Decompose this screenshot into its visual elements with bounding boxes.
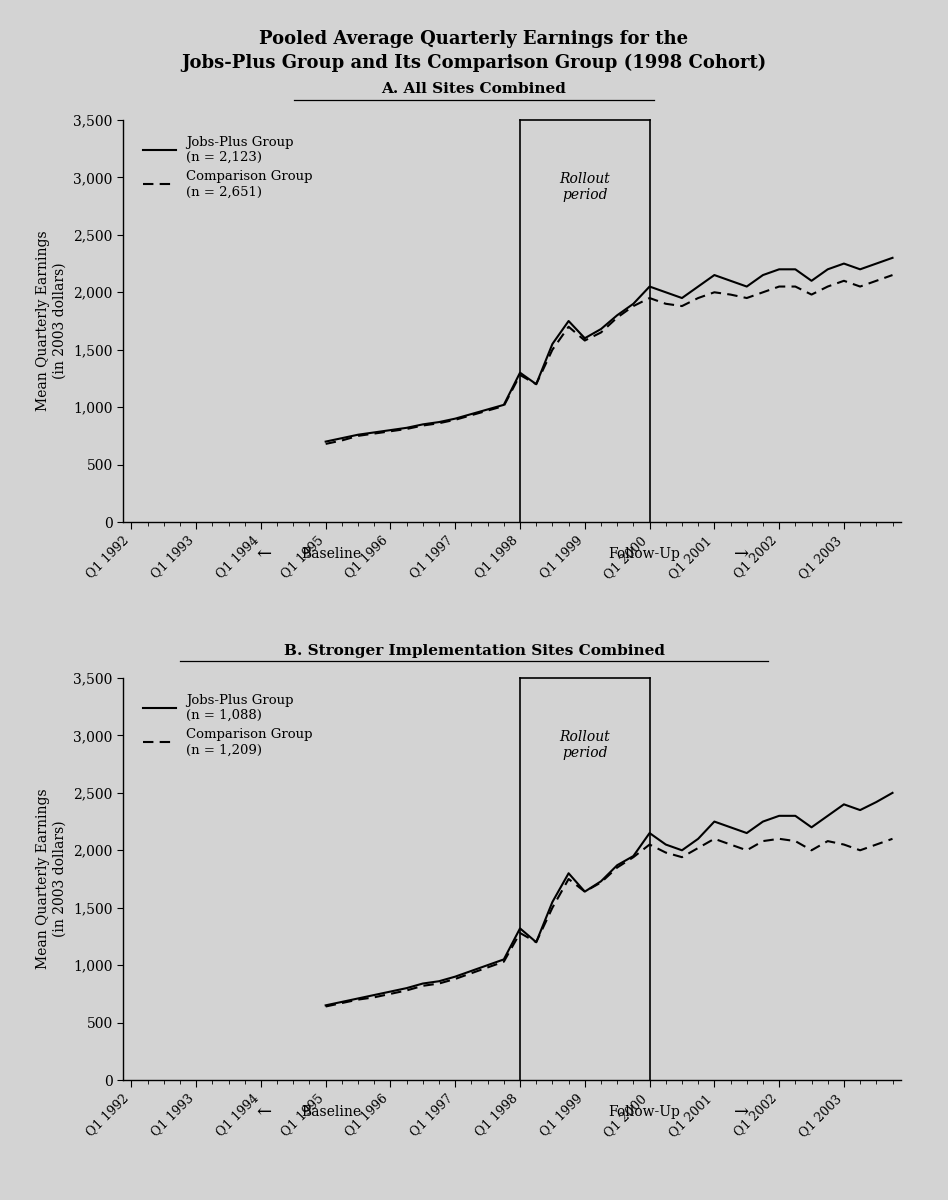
Text: →: → xyxy=(734,545,749,563)
Text: →: → xyxy=(734,1104,749,1121)
Legend: Jobs-Plus Group
(n = 2,123), Comparison Group
(n = 2,651): Jobs-Plus Group (n = 2,123), Comparison … xyxy=(137,131,319,204)
Y-axis label: Mean Quarterly Earnings
(in 2003 dollars): Mean Quarterly Earnings (in 2003 dollars… xyxy=(36,230,66,412)
Text: ←: ← xyxy=(256,545,271,563)
Legend: Jobs-Plus Group
(n = 1,088), Comparison Group
(n = 1,209): Jobs-Plus Group (n = 1,088), Comparison … xyxy=(137,689,319,762)
Text: B. Stronger Implementation Sites Combined: B. Stronger Implementation Sites Combine… xyxy=(283,643,665,658)
Text: Pooled Average Quarterly Earnings for the
Jobs-Plus Group and Its Comparison Gro: Pooled Average Quarterly Earnings for th… xyxy=(181,30,767,72)
Text: Follow-Up: Follow-Up xyxy=(609,547,681,562)
Text: A. All Sites Combined: A. All Sites Combined xyxy=(381,82,567,96)
Text: ←: ← xyxy=(256,1104,271,1121)
Text: Rollout
period: Rollout period xyxy=(559,730,611,760)
Y-axis label: Mean Quarterly Earnings
(in 2003 dollars): Mean Quarterly Earnings (in 2003 dollars… xyxy=(36,788,66,970)
Text: Rollout
period: Rollout period xyxy=(559,172,611,202)
Text: Baseline: Baseline xyxy=(301,1105,362,1120)
Text: Baseline: Baseline xyxy=(301,547,362,562)
Text: Follow-Up: Follow-Up xyxy=(609,1105,681,1120)
